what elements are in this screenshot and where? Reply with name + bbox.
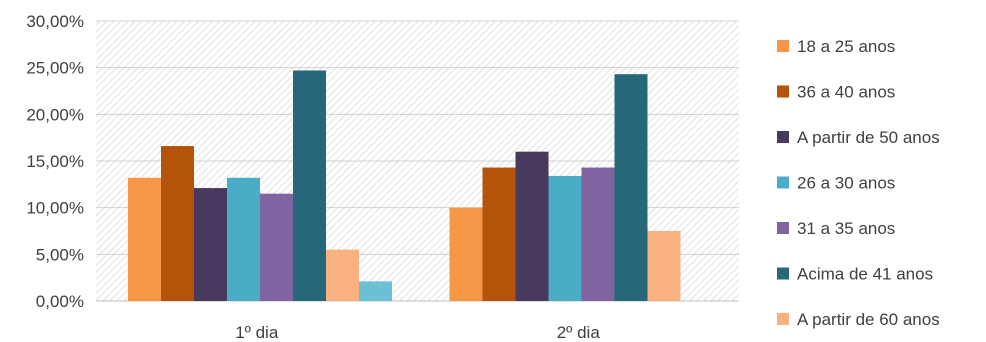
bar [482,167,516,301]
y-tick-label: 10,00% [26,199,84,218]
y-tick-label: 25,00% [26,59,84,78]
y-tick-label: 15,00% [26,152,84,171]
legend-label: 36 a 40 anos [797,83,895,102]
bar [128,177,161,301]
legend: 18 a 25 anos 36 a 40 anos A partir de 50 a… [777,37,940,329]
legend-swatch [777,176,789,189]
y-axis: 0,00% 5,00% 10,00% 15,00% 20,00% 25,00% 30,00% [26,12,84,311]
y-tick-label: 30,00% [26,12,84,31]
bar [326,249,359,301]
y-tick-label: 20,00% [26,105,84,124]
legend-swatch [777,222,789,234]
legend-swatch [777,267,789,280]
bar [161,146,194,301]
bar [194,188,227,301]
bars [128,70,681,301]
x-tick-label: 1º dia [235,323,279,342]
legend-label: 26 a 30 anos [797,174,895,193]
bar [359,281,392,301]
legend-swatch [777,131,789,143]
bar [647,231,681,301]
bar [260,193,293,301]
legend-label: A partir de 60 anos [797,310,940,329]
legend-label: A partir de 50 anos [797,128,940,147]
bar [449,207,483,301]
bar [614,74,648,301]
bar [515,151,549,301]
legend-label: Acima de 41 anos [797,265,933,284]
x-axis: 1º dia 2º dia [235,323,600,342]
bar [227,177,260,301]
bar [548,175,582,301]
legend-swatch [777,85,789,98]
legend-swatch [777,313,789,325]
bar [581,167,615,301]
legend-label: 18 a 25 anos [797,37,895,56]
bar [293,70,326,301]
legend-swatch [777,40,789,52]
x-tick-label: 2º dia [557,323,601,342]
y-tick-label: 5,00% [36,245,84,264]
legend-label: 31 a 35 anos [797,219,895,238]
y-tick-label: 0,00% [36,292,84,311]
